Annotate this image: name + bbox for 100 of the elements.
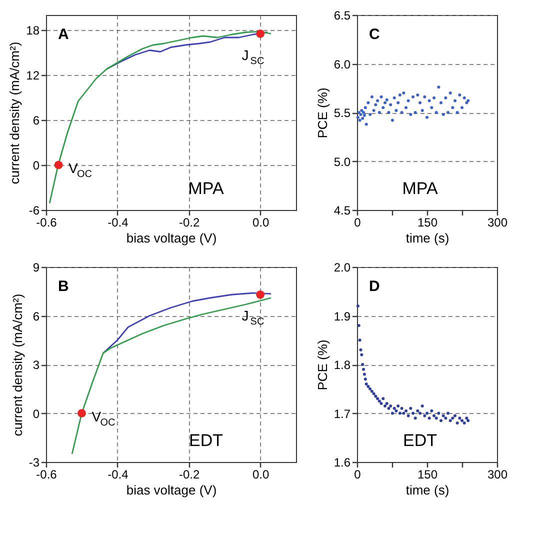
point	[451, 106, 454, 110]
point	[428, 99, 431, 102]
x-axis-title: bias voltage (V)	[126, 230, 217, 246]
y-tick-label: 6.5	[334, 8, 351, 22]
y-tick-label: 9	[32, 260, 40, 274]
annotation: B	[58, 278, 69, 295]
point	[364, 122, 368, 126]
point	[432, 414, 436, 418]
point	[390, 412, 394, 415]
x-tick-label: -0.4	[108, 468, 129, 482]
point	[430, 409, 434, 412]
point	[428, 416, 431, 420]
point	[364, 382, 368, 386]
point	[460, 419, 464, 422]
point	[398, 93, 402, 96]
point	[396, 101, 400, 104]
point	[418, 101, 422, 104]
point	[385, 402, 388, 405]
point	[442, 112, 445, 116]
point	[372, 109, 376, 112]
point	[448, 419, 452, 422]
point	[446, 412, 450, 415]
x-tick-label: 0	[354, 216, 362, 230]
point	[360, 353, 364, 356]
point	[368, 387, 372, 390]
y-tick-label: 2.0	[334, 260, 351, 274]
point	[440, 101, 442, 104]
y-tick-label: 6.0	[334, 57, 351, 72]
y-axis-title: current density (mA/cm²)	[7, 42, 22, 184]
point	[409, 112, 412, 116]
point	[384, 101, 386, 104]
y-tick-label: 6	[32, 114, 40, 128]
y-axis-title: PCE (%)	[314, 340, 330, 390]
point	[359, 112, 362, 116]
point	[366, 384, 370, 388]
point	[456, 422, 459, 424]
point	[358, 118, 362, 122]
point	[458, 93, 462, 96]
y-tick-label: 1.7	[334, 406, 351, 421]
point	[437, 86, 440, 89]
x-axis-title: bias voltage (V)	[126, 482, 217, 498]
point	[392, 406, 396, 410]
x-tick-label: -0.2	[179, 468, 200, 482]
point	[414, 111, 417, 114]
y-tick-label: 4.5	[334, 204, 351, 218]
point	[426, 116, 428, 119]
point	[390, 118, 394, 122]
point	[376, 397, 380, 400]
point	[362, 114, 366, 117]
line-series	[71, 297, 272, 455]
point	[462, 96, 466, 100]
point	[404, 106, 408, 110]
y-tick-label: -6	[28, 204, 40, 218]
point	[430, 106, 434, 110]
point	[398, 412, 402, 415]
point	[368, 112, 372, 116]
annotation: A	[58, 26, 69, 43]
y-tick-label: 0	[32, 406, 40, 421]
x-tick-label: 300	[487, 468, 508, 482]
point	[456, 111, 459, 114]
point	[376, 99, 380, 102]
point	[426, 412, 428, 415]
y-tick-label: 1.9	[334, 309, 351, 324]
point	[440, 419, 442, 422]
point	[364, 378, 367, 381]
point	[402, 412, 406, 415]
y-tick-label: -3	[28, 456, 40, 470]
point	[378, 400, 381, 403]
point	[451, 416, 454, 420]
x-tick-label: -0.4	[108, 216, 129, 230]
point	[406, 99, 410, 102]
point	[406, 414, 410, 418]
point	[409, 406, 412, 410]
point	[437, 412, 440, 415]
x-tick-label: 0	[354, 468, 362, 482]
x-tick-label: -0.6	[36, 216, 58, 230]
point	[418, 412, 422, 415]
point	[400, 406, 404, 410]
point	[356, 304, 360, 308]
point	[416, 409, 420, 412]
point	[362, 372, 366, 376]
annotation: C	[369, 26, 380, 43]
y-tick-label: 1.8	[334, 358, 351, 372]
point	[392, 96, 396, 100]
point	[460, 106, 464, 110]
point	[364, 106, 367, 110]
point	[362, 111, 366, 114]
point	[458, 416, 462, 420]
point	[423, 414, 426, 418]
y-axis-title: current density (mA/cm²)	[10, 294, 25, 436]
x-tick-label: -0.6	[36, 468, 58, 482]
point	[420, 109, 424, 112]
point	[382, 397, 385, 400]
point	[387, 406, 390, 410]
point	[359, 348, 362, 352]
point	[357, 111, 360, 114]
annotation: D	[369, 278, 380, 295]
x-tick-label: -0.2	[179, 216, 200, 230]
point	[361, 363, 364, 366]
y-tick-label: 5.0	[334, 154, 351, 169]
